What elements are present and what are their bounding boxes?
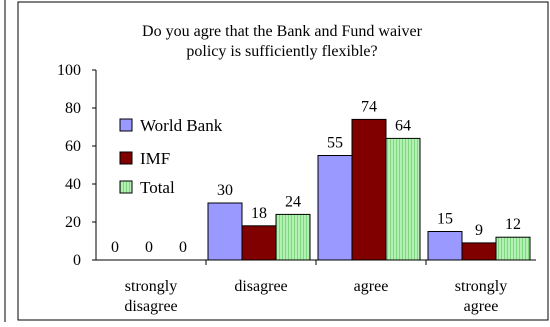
data-label: 55 [327, 135, 343, 152]
data-labels: 0 0 0 30 18 24 55 74 64 15 9 12 [111, 98, 521, 256]
data-label: 64 [395, 117, 411, 134]
x-category-label: agree [464, 298, 499, 315]
legend-swatch [119, 180, 133, 194]
y-tick-label: 100 [57, 62, 81, 79]
legend-swatch [119, 118, 133, 132]
chart-title-line-2: policy is sufficiently flexible? [186, 43, 377, 60]
y-tick-label: 20 [65, 214, 81, 231]
x-category-label: disagree [234, 278, 287, 295]
x-axis-labels: strongly disagree disagree agree strongly agr… [124, 278, 507, 315]
bar-imf-1 [241, 225, 277, 261]
chart-title-line-1: Do you agre that the Bank and Fund waive… [142, 23, 423, 40]
bar-world-bank-3 [427, 231, 463, 261]
data-label: 18 [251, 205, 267, 222]
data-label: 0 [145, 239, 153, 256]
outer-frame [17, 1, 549, 321]
legend-swatch [119, 151, 133, 165]
x-category-label: agree [354, 278, 389, 295]
bar-imf-3 [461, 242, 497, 261]
axes: 0 20 40 60 80 100 [57, 62, 536, 269]
y-tick-label: 60 [65, 138, 81, 155]
data-label: 9 [475, 222, 483, 239]
bar-total-1 [275, 213, 311, 261]
data-label: 12 [505, 216, 521, 233]
bar-total-3 [495, 236, 531, 261]
data-label: 0 [111, 239, 119, 256]
legend-label: IMF [140, 149, 170, 168]
x-category-label: disagree [124, 298, 177, 315]
bar-imf-2 [351, 118, 387, 261]
legend-label: World Bank [140, 116, 223, 135]
data-label: 15 [437, 211, 453, 228]
x-category-label: strongly [455, 278, 507, 295]
x-category-label: strongly [125, 278, 177, 295]
data-label: 24 [285, 193, 301, 210]
data-label: 74 [361, 98, 377, 115]
legend-label: Total [140, 178, 175, 197]
y-tick-label: 80 [65, 100, 81, 117]
data-label: 0 [179, 239, 187, 256]
y-tick-label: 40 [65, 176, 81, 193]
y-tick-label: 0 [73, 252, 81, 269]
data-label: 30 [217, 182, 233, 199]
bar-world-bank-2 [317, 155, 353, 261]
bar-world-bank-1 [207, 202, 243, 261]
bar-total-2 [385, 137, 421, 261]
bars [207, 118, 531, 261]
legend: World Bank IMF Total [119, 116, 223, 197]
